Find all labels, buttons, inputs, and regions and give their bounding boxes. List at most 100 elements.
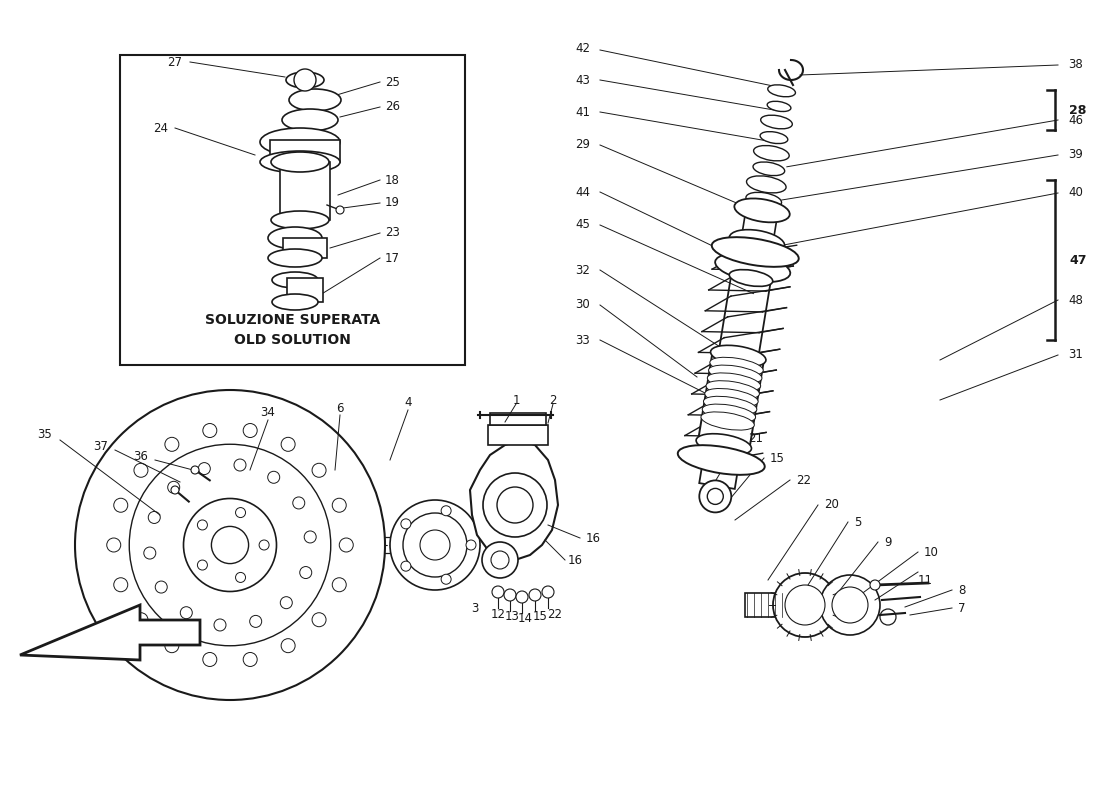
Ellipse shape: [761, 115, 792, 129]
Circle shape: [134, 463, 147, 478]
Circle shape: [516, 591, 528, 603]
Ellipse shape: [715, 253, 790, 282]
Text: 8: 8: [958, 583, 966, 597]
Circle shape: [504, 589, 516, 601]
Text: 31: 31: [1068, 349, 1082, 362]
Text: 29: 29: [575, 138, 590, 151]
Bar: [280, 162, 330, 220]
Text: 32: 32: [575, 263, 590, 277]
Text: 25: 25: [385, 75, 400, 89]
Circle shape: [198, 462, 210, 474]
Text: 43: 43: [575, 74, 590, 86]
Text: 26: 26: [385, 101, 400, 114]
Circle shape: [820, 575, 880, 635]
Ellipse shape: [272, 294, 318, 310]
Circle shape: [299, 566, 311, 578]
Circle shape: [267, 471, 279, 483]
Text: 23: 23: [385, 226, 400, 239]
Polygon shape: [700, 442, 741, 489]
Ellipse shape: [705, 389, 758, 406]
Bar: [490, 413, 546, 425]
Ellipse shape: [704, 396, 757, 414]
Text: 20: 20: [824, 498, 839, 511]
Circle shape: [492, 586, 504, 598]
Text: 42: 42: [575, 42, 590, 54]
Bar: [488, 425, 548, 445]
Ellipse shape: [754, 162, 784, 176]
Circle shape: [113, 578, 128, 592]
Bar: [287, 278, 323, 302]
Text: 10: 10: [924, 546, 939, 558]
Circle shape: [235, 573, 245, 582]
Ellipse shape: [747, 176, 786, 193]
Circle shape: [707, 488, 724, 504]
Circle shape: [312, 463, 326, 478]
Ellipse shape: [729, 230, 784, 254]
Text: 16: 16: [586, 531, 601, 545]
Circle shape: [497, 487, 534, 523]
Polygon shape: [718, 274, 771, 359]
Circle shape: [482, 542, 518, 578]
Circle shape: [130, 444, 331, 646]
Text: eurospares: eurospares: [85, 183, 316, 237]
Circle shape: [294, 69, 316, 91]
Text: 9: 9: [884, 535, 891, 549]
Text: 24: 24: [153, 122, 168, 134]
Text: 41: 41: [575, 106, 590, 118]
Ellipse shape: [268, 249, 322, 267]
Circle shape: [260, 540, 270, 550]
Ellipse shape: [746, 192, 782, 208]
Text: 11: 11: [918, 574, 933, 586]
Circle shape: [832, 587, 868, 623]
Text: 36: 36: [133, 450, 148, 463]
Polygon shape: [734, 254, 772, 281]
Circle shape: [293, 497, 305, 509]
Circle shape: [529, 589, 541, 601]
Circle shape: [280, 597, 293, 609]
Ellipse shape: [268, 227, 322, 249]
Text: 15: 15: [532, 610, 548, 623]
Text: 48: 48: [1068, 294, 1082, 306]
Bar: [745, 593, 800, 617]
Text: 18: 18: [385, 174, 400, 186]
Bar: [270, 140, 340, 162]
Circle shape: [332, 578, 346, 592]
Text: 44: 44: [575, 186, 590, 198]
Polygon shape: [470, 440, 558, 560]
Circle shape: [305, 531, 316, 543]
Ellipse shape: [767, 102, 791, 111]
Circle shape: [466, 540, 476, 550]
Circle shape: [870, 580, 880, 590]
Circle shape: [214, 619, 225, 631]
Circle shape: [880, 609, 896, 625]
Circle shape: [148, 511, 161, 523]
Circle shape: [113, 498, 128, 512]
Circle shape: [420, 530, 450, 560]
Text: 27: 27: [167, 55, 182, 69]
Ellipse shape: [716, 348, 760, 364]
Polygon shape: [741, 208, 778, 244]
Circle shape: [282, 438, 295, 451]
Ellipse shape: [701, 412, 755, 430]
Bar: [283, 238, 327, 258]
Text: 28: 28: [1069, 103, 1087, 117]
Circle shape: [170, 486, 179, 494]
Circle shape: [211, 526, 249, 563]
Ellipse shape: [260, 151, 340, 173]
Ellipse shape: [678, 445, 764, 475]
Circle shape: [441, 506, 451, 516]
Text: 12: 12: [491, 607, 506, 621]
Text: 30: 30: [575, 298, 590, 311]
Text: 19: 19: [385, 197, 400, 210]
Bar: [120, 55, 465, 365]
Text: 1: 1: [513, 394, 519, 406]
Ellipse shape: [286, 72, 324, 88]
Text: 45: 45: [575, 218, 590, 231]
Text: 3: 3: [471, 602, 478, 614]
Text: 4: 4: [405, 397, 411, 410]
Text: eurospares: eurospares: [85, 433, 316, 487]
Circle shape: [75, 390, 385, 700]
Text: 46: 46: [1068, 114, 1084, 126]
Ellipse shape: [760, 132, 788, 143]
Text: eurospares: eurospares: [564, 433, 795, 487]
